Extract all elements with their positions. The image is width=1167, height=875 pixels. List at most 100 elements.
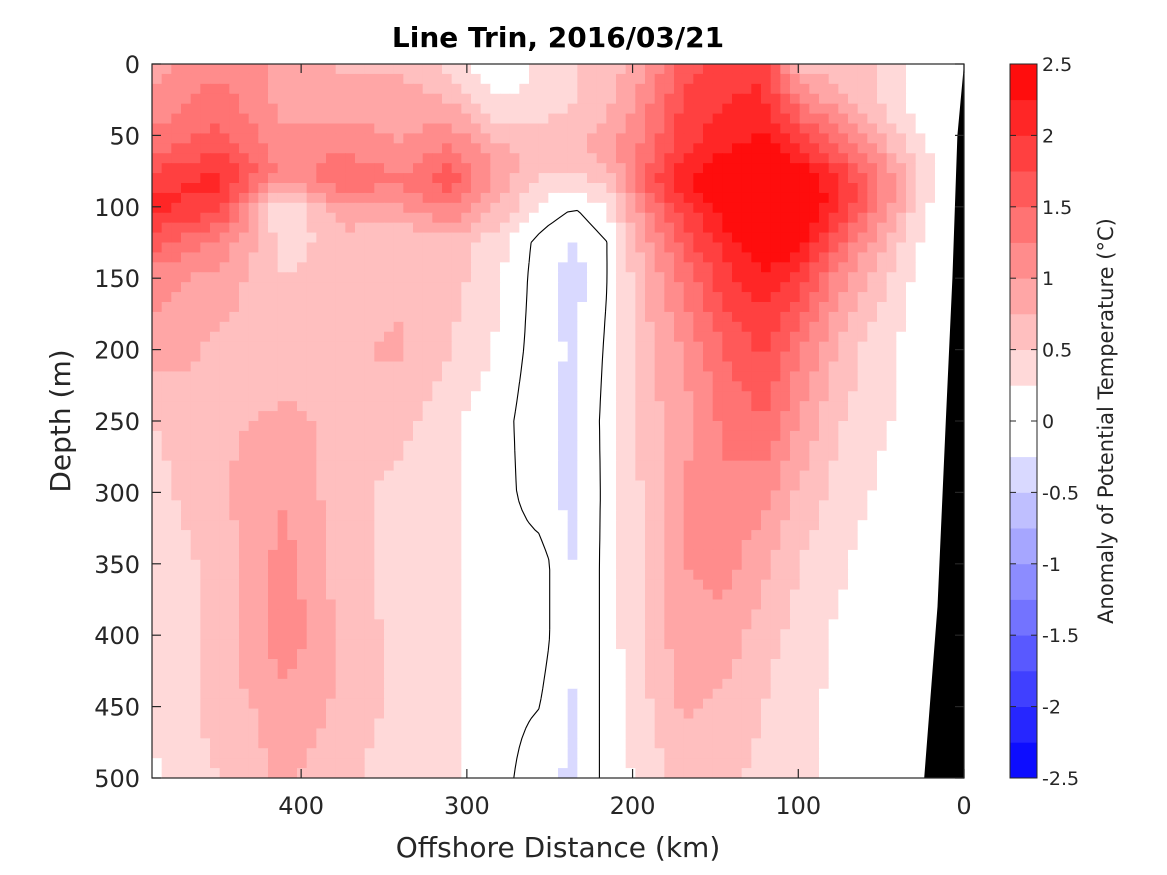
heatmap-cell [558, 163, 569, 174]
heatmap-cell [654, 480, 665, 492]
heatmap-cell [809, 450, 820, 462]
heatmap-cell [761, 599, 772, 611]
heatmap-cell [703, 73, 714, 85]
heatmap-cell [229, 639, 240, 650]
heatmap-cell [848, 272, 859, 283]
heatmap-cell [171, 391, 182, 402]
heatmap-cell [645, 639, 656, 650]
heatmap-cell [152, 183, 163, 194]
heatmap-cell [509, 252, 520, 263]
heatmap-cell [519, 192, 530, 204]
heatmap-cell [577, 321, 588, 333]
heatmap-cell [519, 411, 530, 422]
heatmap-cell [838, 262, 849, 273]
heatmap-cell [519, 302, 530, 313]
heatmap-cell [925, 490, 936, 501]
heatmap-cell [741, 391, 752, 402]
heatmap-cell [703, 252, 714, 263]
heatmap-cell [277, 183, 288, 194]
heatmap-cell [915, 262, 926, 273]
heatmap-cell [384, 64, 395, 75]
heatmap-cell [480, 73, 491, 85]
heatmap-cell [490, 470, 501, 482]
heatmap-cell [703, 411, 714, 422]
heatmap-cell [480, 371, 491, 382]
heatmap-cell [896, 450, 907, 462]
heatmap-cell [152, 252, 163, 263]
heatmap-cell [490, 113, 501, 125]
heatmap-cell [258, 292, 269, 303]
heatmap-cell [654, 460, 665, 472]
heatmap-cell [867, 629, 878, 640]
heatmap-cell [297, 311, 308, 323]
heatmap-cell [770, 93, 781, 105]
heatmap-cell [906, 163, 917, 174]
heatmap-cell [161, 609, 172, 620]
heatmap-cell [654, 520, 665, 531]
heatmap-cell [161, 222, 172, 234]
heatmap-cell [268, 93, 279, 105]
heatmap-cell [838, 163, 849, 174]
heatmap-cell [761, 222, 772, 234]
heatmap-cell [210, 391, 221, 402]
heatmap-cell [403, 153, 414, 164]
heatmap-cell [171, 381, 182, 392]
heatmap-cell [780, 411, 791, 422]
heatmap-cell [896, 619, 907, 630]
heatmap-cell [229, 252, 240, 263]
heatmap-cell [287, 173, 298, 184]
heatmap-cell [857, 549, 868, 561]
heatmap-cell [645, 93, 656, 105]
heatmap-cell [287, 93, 298, 105]
heatmap-cell [809, 302, 820, 313]
heatmap-cell [519, 450, 530, 462]
heatmap-cell [625, 272, 636, 283]
heatmap-cell [761, 173, 772, 184]
heatmap-cell [403, 73, 414, 85]
heatmap-cell [548, 242, 559, 254]
heatmap-cell [538, 490, 549, 501]
heatmap-cell [345, 599, 356, 611]
heatmap-cell [316, 411, 327, 422]
heatmap-cell [277, 212, 288, 224]
heatmap-cell [422, 440, 433, 452]
heatmap-cell [915, 242, 926, 254]
heatmap-cell [364, 500, 375, 511]
heatmap-cell [500, 401, 511, 412]
heatmap-cell [413, 331, 424, 343]
heatmap-cell [277, 93, 288, 105]
heatmap-cell [393, 520, 404, 531]
heatmap-cell [345, 302, 356, 313]
heatmap-cell [248, 272, 259, 283]
heatmap-cell [538, 302, 549, 313]
heatmap-cell [712, 530, 723, 541]
heatmap-cell [625, 123, 636, 135]
heatmap-cell [355, 609, 366, 620]
heatmap-cell [210, 232, 221, 244]
heatmap-cell [935, 212, 946, 224]
heatmap-cell [635, 540, 646, 551]
heatmap-cell [190, 113, 201, 125]
heatmap-cell [277, 292, 288, 303]
heatmap-cell [480, 569, 491, 581]
heatmap-cell [848, 629, 859, 640]
heatmap-cell [451, 282, 462, 293]
heatmap-cell [596, 183, 607, 194]
heatmap-cell [248, 450, 259, 462]
heatmap-cell [635, 73, 646, 85]
heatmap-cell [374, 371, 385, 382]
heatmap-cell [355, 381, 366, 392]
heatmap-cell [480, 173, 491, 184]
heatmap-cell [171, 64, 182, 75]
heatmap-cell [741, 440, 752, 452]
heatmap-cell [287, 579, 298, 591]
heatmap-cell [616, 540, 627, 551]
heatmap-cell [635, 381, 646, 392]
heatmap-cell [181, 64, 192, 75]
heatmap-cell [219, 292, 230, 303]
heatmap-cell [422, 163, 433, 174]
heatmap-cell [712, 381, 723, 392]
heatmap-cell [461, 242, 472, 254]
heatmap-cell [345, 480, 356, 492]
heatmap-cell [587, 520, 598, 531]
